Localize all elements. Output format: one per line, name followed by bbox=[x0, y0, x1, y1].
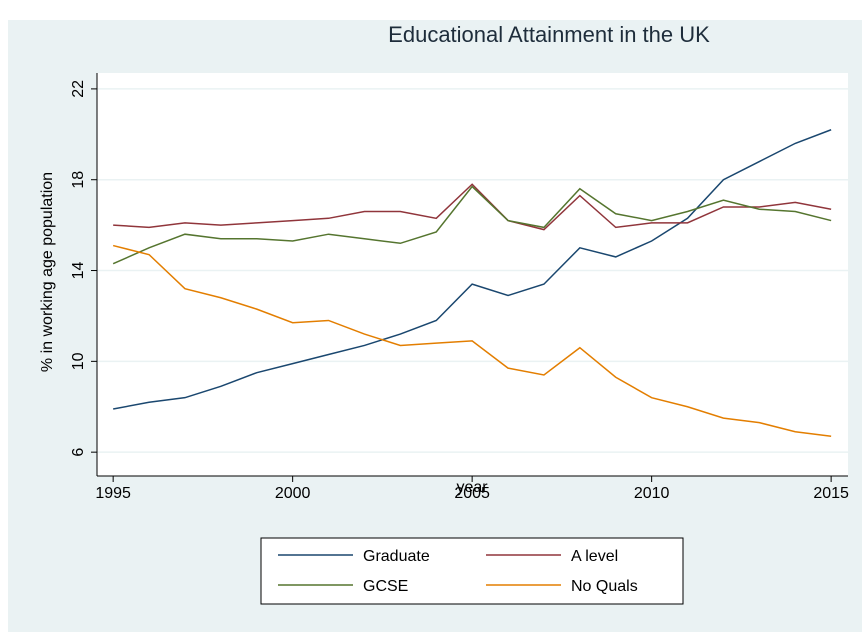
x-tick-label: 2015 bbox=[813, 485, 849, 502]
x-tick-label: 2005 bbox=[454, 485, 490, 502]
x-tick-label: 1995 bbox=[95, 485, 131, 502]
series-line bbox=[112, 244, 832, 438]
y-tick-label: 22 bbox=[70, 80, 87, 98]
series-line bbox=[112, 185, 832, 265]
legend-label: A level bbox=[571, 548, 618, 565]
legend-label: GCSE bbox=[363, 578, 408, 595]
legend-label: No Quals bbox=[571, 578, 638, 595]
y-tick-label: 14 bbox=[70, 262, 87, 280]
plot-area bbox=[97, 73, 848, 476]
series-line bbox=[113, 183, 832, 231]
series-line bbox=[113, 129, 832, 410]
y-tick-label: 6 bbox=[70, 448, 87, 457]
legend-label: Graduate bbox=[363, 548, 430, 565]
x-tick-label: 2010 bbox=[634, 485, 670, 502]
y-axis-label: % in working age population bbox=[39, 172, 56, 372]
y-tick-label: 18 bbox=[70, 171, 87, 189]
y-tick-label: 10 bbox=[70, 352, 87, 370]
chart-title: Educational Attainment in the UK bbox=[388, 22, 710, 47]
x-axis-label: year bbox=[456, 479, 488, 496]
x-tick-label: 2000 bbox=[275, 485, 311, 502]
legend bbox=[260, 537, 684, 605]
